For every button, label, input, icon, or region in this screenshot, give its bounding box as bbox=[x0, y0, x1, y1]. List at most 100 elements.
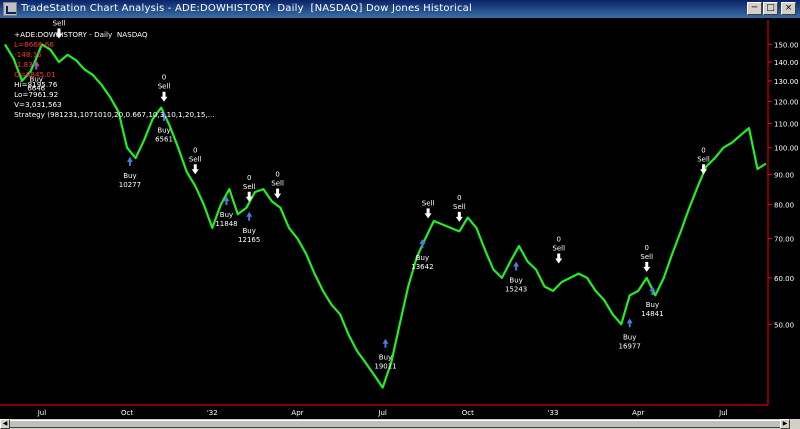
x-tick-label: Jul bbox=[37, 409, 47, 417]
price-series-line bbox=[4, 43, 767, 389]
buy-arrow-icon bbox=[246, 211, 253, 221]
sell-signal-size: 0 bbox=[275, 171, 279, 179]
buy-signal-label: Buy bbox=[123, 172, 136, 180]
sell-signal-label: Sell bbox=[53, 19, 66, 27]
sell-arrow-icon bbox=[274, 188, 282, 199]
sell-arrow-icon bbox=[191, 164, 199, 175]
buy-arrow-icon bbox=[419, 238, 426, 248]
y-tick-label: 100.00 bbox=[774, 145, 799, 153]
y-tick-label: 130.00 bbox=[774, 78, 799, 86]
maximize-button[interactable]: □ bbox=[763, 2, 778, 15]
sell-signal-size: 0 bbox=[556, 236, 560, 244]
buy-signal-label: Buy bbox=[220, 211, 233, 219]
scrollbar-thumb[interactable] bbox=[10, 420, 780, 428]
info-high: Hi=8195.76 bbox=[14, 80, 58, 89]
sell-signal-label: Sell bbox=[453, 203, 466, 211]
buy-signal-size: 12165 bbox=[238, 236, 260, 244]
info-volume: V=3,031,563 bbox=[14, 100, 62, 109]
sell-signal-label: Sell bbox=[640, 253, 653, 261]
sell-arrow-icon bbox=[55, 28, 63, 39]
buy-signal-label: Buy bbox=[243, 227, 256, 235]
buy-signal-label: Buy bbox=[416, 254, 429, 262]
minimize-button[interactable]: ─ bbox=[747, 2, 762, 15]
chart-window: 150.00 140.00 130.00 120.00 110.00 100.00 90.0… bbox=[0, 18, 800, 429]
scroll-left-arrow-icon[interactable]: ◀ bbox=[0, 419, 10, 429]
close-icon: × bbox=[784, 3, 793, 13]
horizontal-scrollbar[interactable]: ◀ ▶ bbox=[0, 419, 800, 429]
scroll-right-arrow-icon[interactable]: ▶ bbox=[780, 419, 790, 429]
buy-signal-label: Buy bbox=[379, 354, 392, 362]
y-tick-label: 70.00 bbox=[774, 236, 794, 244]
x-tick-label: Jul bbox=[718, 409, 728, 417]
title-separator: - bbox=[164, 3, 175, 14]
y-tick-label: 80.00 bbox=[774, 202, 794, 210]
app-icon bbox=[3, 2, 17, 16]
sell-arrow-icon bbox=[643, 261, 651, 272]
buy-arrow-icon bbox=[382, 338, 389, 348]
x-tick-label: '32 bbox=[207, 409, 218, 417]
sell-arrow-icon bbox=[245, 191, 253, 202]
buy-signal-size: 6561 bbox=[155, 136, 173, 144]
x-tick-label: '33 bbox=[548, 409, 559, 417]
x-tick-label: Apr bbox=[632, 409, 644, 417]
info-strategy: Strategy (981231,1071010,20,0.667,10,3,1… bbox=[14, 110, 215, 119]
sell-signal-label: Sell bbox=[189, 155, 202, 163]
buy-signal-label: Buy bbox=[509, 276, 522, 284]
x-tick-label: Apr bbox=[291, 409, 303, 417]
buy-arrow-icon bbox=[649, 286, 656, 296]
buy-arrow-icon bbox=[126, 156, 133, 166]
sell-signal-size: 0 bbox=[162, 74, 166, 82]
y-tick-label: 50.00 bbox=[774, 321, 794, 329]
sell-arrow-icon bbox=[555, 253, 563, 264]
buy-arrow-icon bbox=[161, 111, 168, 121]
buy-signal-label: Buy bbox=[623, 333, 636, 341]
buy-signal-label: Buy bbox=[157, 127, 170, 135]
info-open: O=8845.01 bbox=[14, 70, 56, 79]
y-tick-label: 110.00 bbox=[774, 120, 799, 128]
window-title: TradeStation Chart Analysis - ADE:DOWHIS… bbox=[21, 2, 472, 16]
buy-signal-size: 10277 bbox=[119, 181, 141, 189]
status-info-line: +ADE:DOWHISTORY - Daily NASDAQ L=8666.66… bbox=[5, 20, 215, 130]
price-chart[interactable]: 150.00 140.00 130.00 120.00 110.00 100.00 90.0… bbox=[0, 18, 800, 419]
sell-arrow-icon bbox=[455, 211, 463, 222]
x-tick-label: Jul bbox=[377, 409, 387, 417]
buy-signal-size: 11848 bbox=[215, 220, 237, 228]
buy-arrow-icon bbox=[33, 60, 40, 70]
sell-signal-size: 0 bbox=[193, 146, 197, 154]
buy-signal-size: 13642 bbox=[411, 263, 433, 271]
info-symbol: +ADE:DOWHISTORY - Daily NASDAQ bbox=[14, 30, 148, 39]
sell-signal-size: 0 bbox=[645, 244, 649, 252]
buy-signal-label: Buy bbox=[646, 301, 659, 309]
buy-arrow-icon bbox=[626, 318, 633, 328]
buy-signal-size: 19011 bbox=[374, 363, 396, 371]
sell-signal-size: 0 bbox=[247, 174, 251, 182]
app-title: TradeStation Chart Analysis bbox=[21, 3, 165, 14]
sell-arrow-icon bbox=[424, 208, 432, 219]
info-last: L=8666.66 bbox=[14, 40, 54, 49]
y-tick-label: 120.00 bbox=[774, 98, 799, 106]
y-tick-label: 140.00 bbox=[774, 59, 799, 67]
sell-arrow-icon bbox=[160, 91, 168, 102]
minimize-icon: ─ bbox=[751, 3, 758, 13]
info-low: Lo=7961.92 bbox=[14, 90, 59, 99]
sell-signal-label: Sell bbox=[552, 245, 565, 253]
sell-signal-size: 0 bbox=[457, 194, 461, 202]
sell-signal-label: Sell bbox=[271, 180, 284, 188]
sell-signal-label: Sell bbox=[422, 199, 435, 207]
info-change-pct: -1.83% bbox=[14, 60, 40, 69]
y-tick-label: 150.00 bbox=[774, 41, 799, 49]
buy-signal-size: 6646 bbox=[27, 85, 45, 93]
buy-arrow-icon bbox=[513, 261, 520, 271]
close-button[interactable]: × bbox=[781, 2, 796, 15]
sell-signal-label: Sell bbox=[697, 155, 710, 163]
y-tick-label: 60.00 bbox=[774, 275, 794, 283]
buy-signal-label: Buy bbox=[30, 76, 43, 84]
sell-signal-label: Sell bbox=[158, 83, 171, 91]
buy-signal-size: 14841 bbox=[641, 310, 663, 318]
title-bar: TradeStation Chart Analysis - ADE:DOWHIS… bbox=[0, 0, 800, 18]
sell-arrow-icon bbox=[700, 164, 708, 175]
y-tick-label: 90.00 bbox=[774, 172, 794, 180]
buy-arrow-icon bbox=[223, 196, 230, 206]
x-tick-label: Oct bbox=[121, 409, 133, 417]
buy-signal-size: 15243 bbox=[505, 285, 527, 293]
